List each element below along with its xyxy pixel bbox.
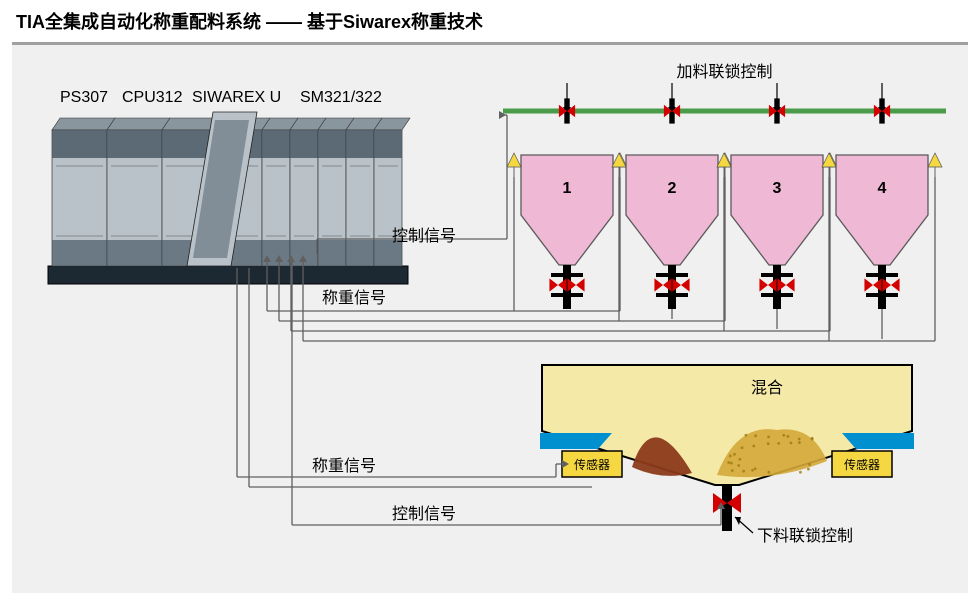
label-mix: 混合 — [751, 379, 783, 397]
plc-module-label: CPU312 — [122, 89, 183, 106]
plc-module-label: SM321/322 — [300, 89, 382, 106]
label-sensor: 传感器 — [844, 457, 880, 472]
hopper-number: 2 — [668, 180, 677, 197]
label-feed-interlock: 加料联锁控制 — [676, 63, 772, 81]
label-discharge-interlock: 下料联锁控制 — [757, 527, 853, 545]
page-title: TIA全集成自动化称重配料系统 —— 基于Siwarex称重技术 — [16, 8, 483, 34]
label-control-signal-top: 控制信号 — [392, 227, 456, 245]
mixer: 混合传感器 传感器下料联锁控制 — [540, 365, 914, 545]
hopper-number: 1 — [563, 180, 572, 197]
label-control-signal-bottom: 控制信号 — [392, 505, 456, 523]
label-weigh-signal-bottom: 称重信号 — [312, 457, 376, 475]
label-weigh-signal-top: 称重信号 — [322, 289, 386, 307]
hopper-number: 4 — [878, 180, 887, 197]
hopper-number: 3 — [773, 180, 782, 197]
plc-module-label: PS307 — [60, 89, 108, 106]
plc-module-label: SIWAREX U — [192, 89, 281, 106]
diagram: PS307 CPU312 SIWAREX U SM321/322 加料联锁控制 1 2 3 4… — [12, 42, 968, 593]
plc-rack: PS307 CPU312 SIWAREX U SM321/322 — [48, 89, 410, 284]
label-sensor: 传感器 — [574, 457, 610, 472]
